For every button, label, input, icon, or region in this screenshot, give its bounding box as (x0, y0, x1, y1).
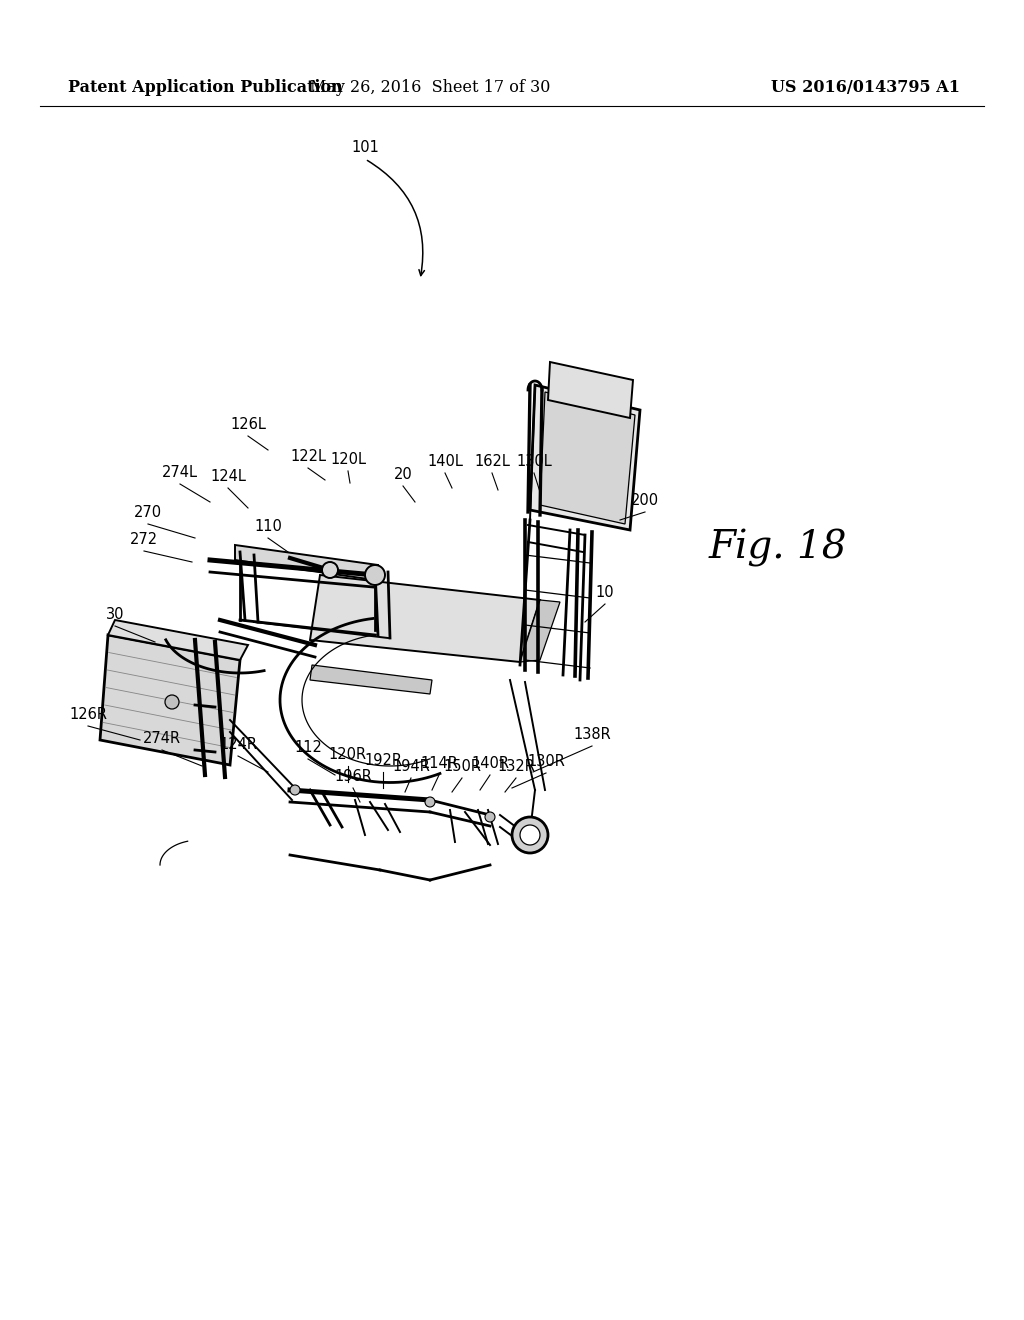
Text: 132R: 132R (497, 759, 535, 774)
Text: 114R: 114R (420, 756, 458, 771)
Polygon shape (548, 362, 633, 418)
Circle shape (485, 812, 495, 822)
Polygon shape (540, 392, 635, 524)
Text: Patent Application Publication: Patent Application Publication (68, 79, 343, 96)
Text: 130R: 130R (527, 754, 565, 770)
Text: 124R: 124R (219, 737, 257, 752)
Text: 101: 101 (351, 140, 379, 154)
Text: 126L: 126L (230, 417, 266, 432)
Text: 140R: 140R (471, 756, 509, 771)
Text: 200: 200 (631, 492, 659, 508)
Text: 270: 270 (134, 506, 162, 520)
Polygon shape (310, 576, 540, 663)
Circle shape (290, 785, 300, 795)
Text: Fig. 18: Fig. 18 (709, 529, 848, 566)
Text: 112: 112 (294, 741, 322, 755)
Text: 122L: 122L (290, 449, 326, 465)
Text: May 26, 2016  Sheet 17 of 30: May 26, 2016 Sheet 17 of 30 (310, 79, 550, 96)
Text: 10: 10 (596, 585, 614, 601)
Polygon shape (234, 545, 378, 579)
Text: 150R: 150R (443, 759, 481, 774)
Text: 196R: 196R (334, 770, 372, 784)
Circle shape (165, 696, 179, 709)
Text: 194R: 194R (392, 759, 430, 774)
Text: US 2016/0143795 A1: US 2016/0143795 A1 (771, 79, 961, 96)
Polygon shape (530, 385, 640, 531)
Polygon shape (100, 635, 240, 766)
Text: 274R: 274R (143, 731, 181, 746)
Polygon shape (108, 620, 248, 660)
Circle shape (365, 565, 385, 585)
Text: 192R: 192R (364, 752, 402, 768)
Text: 140L: 140L (427, 454, 463, 469)
Text: 120L: 120L (330, 451, 366, 467)
Text: 130L: 130L (516, 454, 552, 469)
Text: 126R: 126R (69, 708, 106, 722)
Circle shape (425, 797, 435, 807)
Circle shape (512, 817, 548, 853)
Text: 162L: 162L (474, 454, 510, 469)
Text: 138R: 138R (573, 727, 611, 742)
Text: 120R: 120R (329, 747, 367, 762)
Polygon shape (520, 601, 560, 663)
Text: 110: 110 (254, 519, 282, 535)
Circle shape (322, 562, 338, 578)
Polygon shape (310, 665, 432, 694)
Text: 30: 30 (105, 607, 124, 622)
Text: 274L: 274L (162, 465, 198, 480)
Circle shape (520, 825, 540, 845)
Text: 272: 272 (130, 532, 158, 546)
Text: 20: 20 (393, 467, 413, 482)
Text: 124L: 124L (210, 469, 246, 484)
